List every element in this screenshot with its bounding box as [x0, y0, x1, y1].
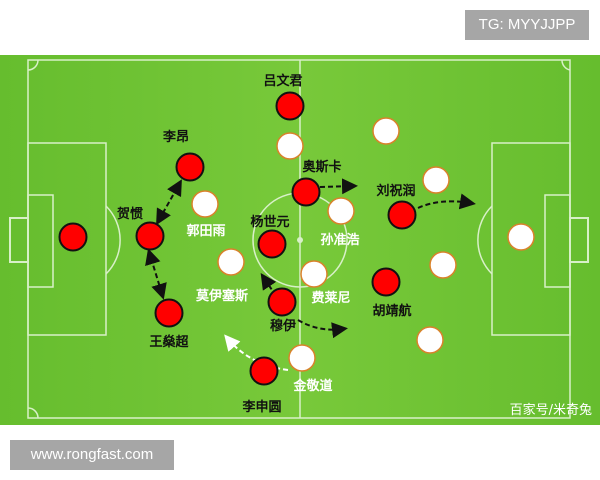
- home-player-label: 刘祝润: [376, 183, 415, 199]
- home-player-label: 李申圆: [241, 399, 281, 415]
- away-player: [327, 197, 355, 225]
- credit-watermark: 百家号/米奇兔: [510, 402, 592, 418]
- home-player: [58, 222, 88, 252]
- away-player-label: 孙准浩: [320, 232, 359, 248]
- home-player-label: 王燊超: [149, 334, 189, 350]
- away-player: [191, 190, 219, 218]
- movement-arrow: [319, 178, 358, 195]
- away-player: [288, 344, 316, 372]
- watermark-bottom: www.rongfast.com: [10, 440, 174, 470]
- watermark-top: TG: MYYJJPP: [465, 10, 589, 40]
- home-player: [257, 229, 287, 259]
- home-player-label: 李昂: [162, 129, 189, 145]
- movement-arrow: [297, 319, 348, 339]
- home-player: [249, 356, 279, 386]
- away-player-label: 费莱尼: [311, 290, 350, 306]
- movement-arrow: [417, 193, 476, 210]
- home-player-label: 穆伊: [270, 318, 296, 334]
- home-player: [291, 177, 321, 207]
- home-player: [267, 287, 297, 317]
- away-player-label: 郭田雨: [186, 223, 225, 239]
- home-player: [275, 91, 305, 121]
- home-player: [371, 267, 401, 297]
- away-player: [217, 248, 245, 276]
- away-player-label: 金敬道: [292, 378, 332, 394]
- home-player-label: 贺惯: [116, 206, 143, 222]
- away-player: [507, 223, 535, 251]
- movement-arrow: [224, 334, 289, 371]
- home-player: [154, 298, 184, 328]
- home-player: [387, 200, 417, 230]
- away-player: [429, 251, 457, 279]
- away-player: [372, 117, 400, 145]
- away-player: [276, 132, 304, 160]
- away-player: [416, 326, 444, 354]
- movement-arrow: [145, 248, 167, 300]
- home-player: [135, 221, 165, 251]
- home-player: [175, 152, 205, 182]
- home-player-label: 杨世元: [250, 214, 289, 230]
- home-player-label: 吕文君: [263, 73, 302, 89]
- away-player: [300, 260, 328, 288]
- home-player-label: 奥斯卡: [302, 159, 341, 175]
- away-player-label: 莫伊塞斯: [195, 288, 248, 304]
- away-player: [422, 166, 450, 194]
- home-player-label: 胡靖航: [372, 303, 411, 319]
- movement-arrow: [156, 179, 182, 226]
